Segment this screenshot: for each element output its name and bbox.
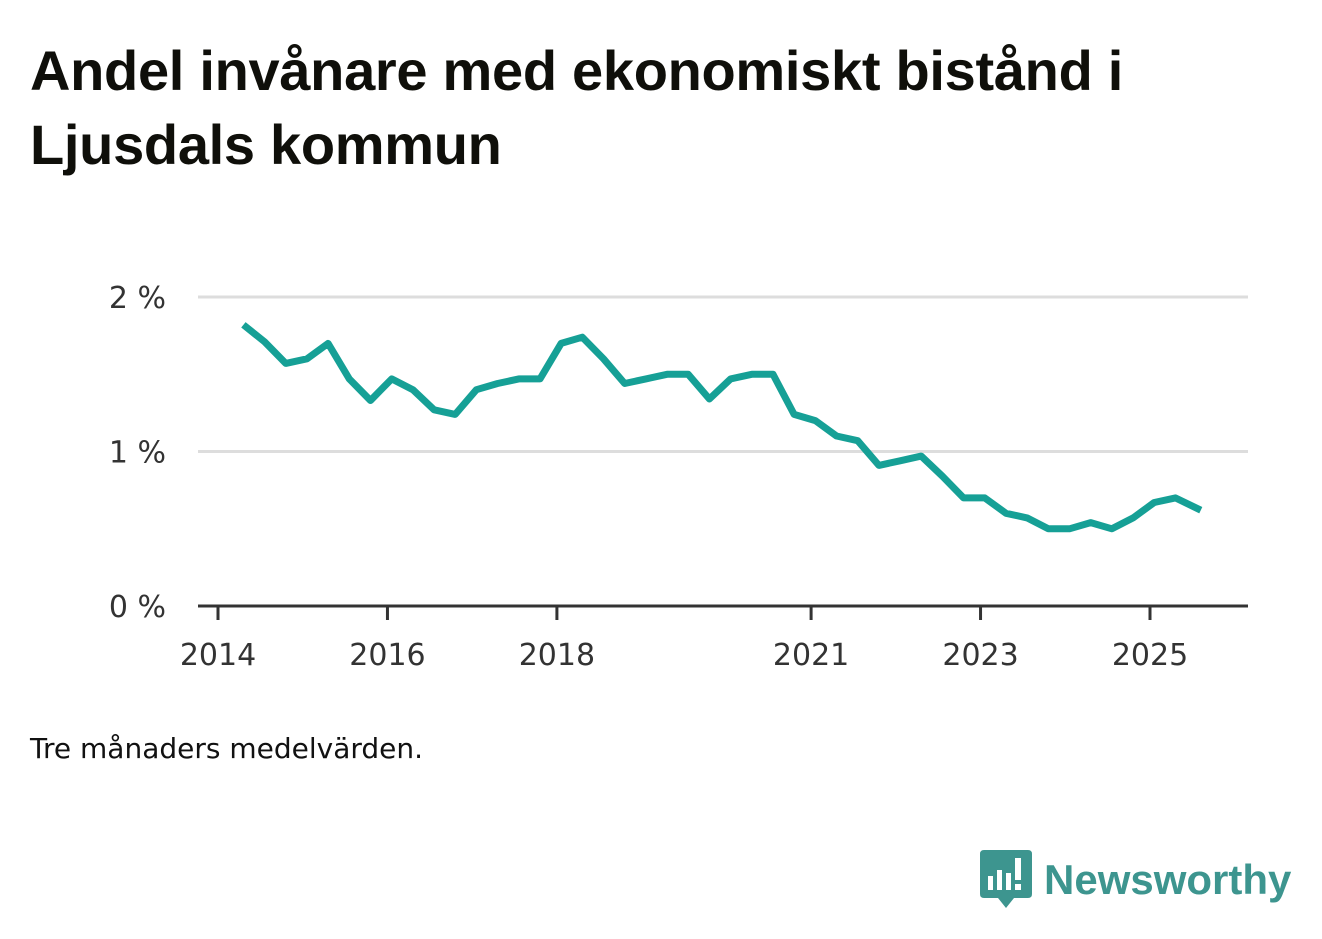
series [241,322,1203,533]
x-tick-label: 2014 [180,638,256,673]
gridlines [198,295,1248,453]
x-tick-label: 2025 [1112,638,1188,673]
footnote: Tre månaders medelvärden. [30,732,424,765]
bar-chart-speech-bubble-icon [980,850,1032,908]
y-tick-label: 1 % [109,436,166,471]
brand-name: Newsworthy [1044,856,1292,903]
x-axis-ticks: 2014 2016 2018 2021 2023 2025 [180,606,1188,673]
y-axis-labels: 0 % 1 % 2 % [109,281,166,625]
y-tick-label: 2 % [109,281,166,316]
x-tick-label: 2018 [519,638,595,673]
brand-logo: Newsworthy [980,850,1291,910]
x-tick-label: 2023 [942,638,1018,673]
y-tick-label: 0 % [109,590,166,625]
x-tick-label: 2021 [773,638,849,673]
chart-title: Andel invånare med ekonomiskt bistånd i … [30,39,1124,176]
x-tick-label: 2016 [349,638,425,673]
series-line-0 [241,322,1203,533]
